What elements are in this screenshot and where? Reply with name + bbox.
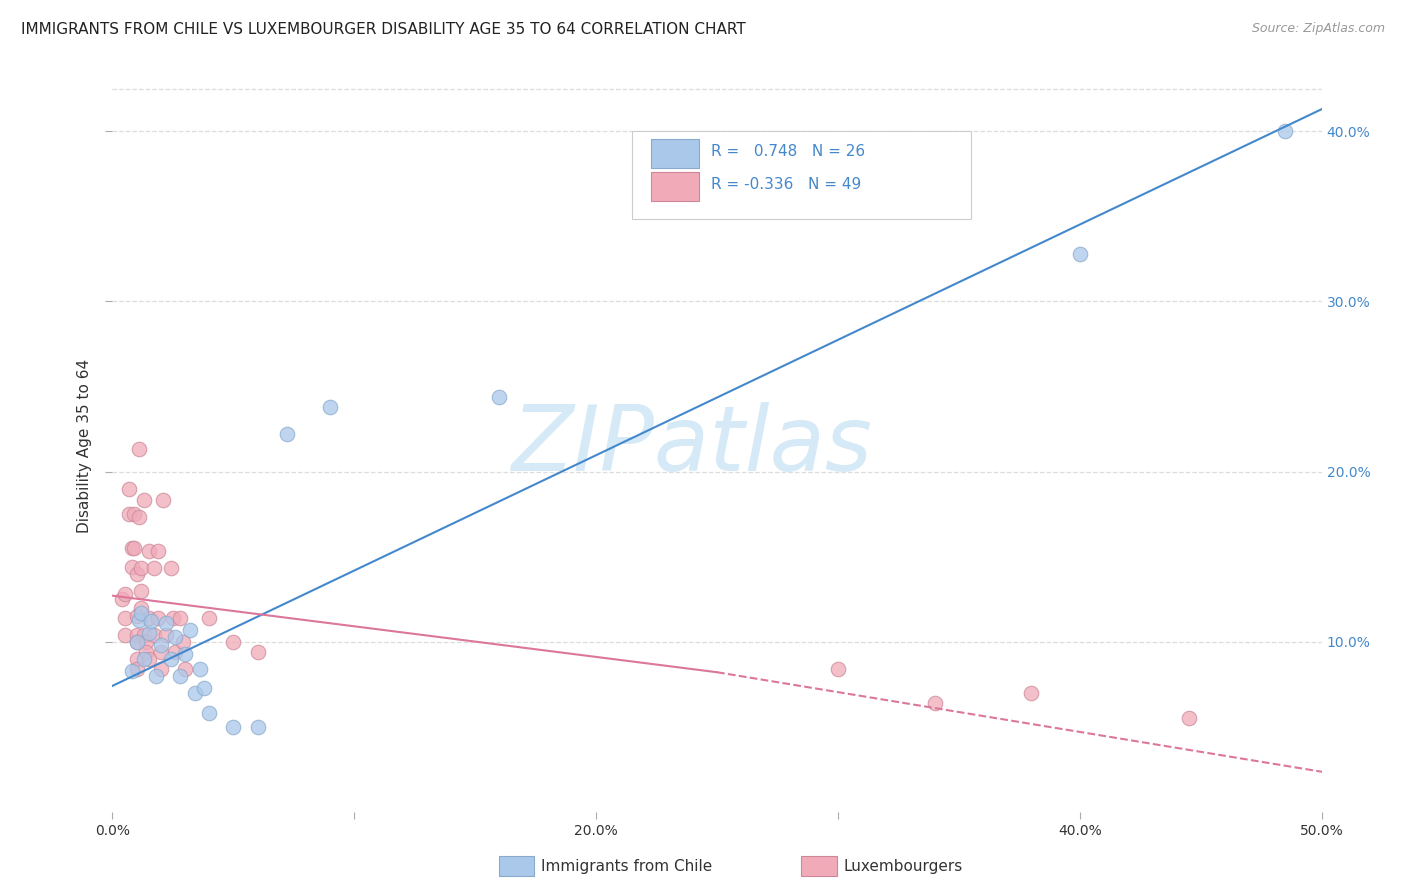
Text: R = -0.336   N = 49: R = -0.336 N = 49 [711, 178, 862, 193]
Point [142, 628, 165, 642]
Point [155, 628, 177, 642]
Text: IMMIGRANTS FROM CHILE VS LUXEMBOURGER DISABILITY AGE 35 TO 64 CORRELATION CHART: IMMIGRANTS FROM CHILE VS LUXEMBOURGER DI… [21, 22, 745, 37]
Point [131, 606, 153, 620]
Point [198, 706, 221, 720]
Point [131, 600, 153, 615]
FancyBboxPatch shape [651, 139, 699, 168]
Point [276, 427, 298, 442]
Point [159, 561, 181, 575]
Point [488, 390, 510, 404]
Point [131, 583, 153, 598]
Point [138, 651, 160, 665]
Point [162, 611, 184, 625]
Point [138, 544, 160, 558]
Point [132, 493, 155, 508]
Text: Source: ZipAtlas.com: Source: ZipAtlas.com [1251, 22, 1385, 36]
Point [193, 681, 215, 695]
Point [169, 668, 191, 682]
Point [141, 614, 163, 628]
Point [138, 626, 160, 640]
Y-axis label: Disability Age 35 to 64: Disability Age 35 to 64 [77, 359, 93, 533]
Point [111, 592, 134, 607]
Point [125, 634, 148, 648]
Point [172, 634, 194, 648]
Point [165, 630, 187, 644]
Point [152, 493, 174, 508]
Point [131, 561, 153, 575]
Point [114, 587, 136, 601]
Point [135, 645, 157, 659]
Point [1274, 124, 1296, 138]
Point [174, 647, 197, 661]
Point [128, 613, 150, 627]
Point [222, 634, 245, 648]
Point [132, 628, 155, 642]
Point [145, 668, 167, 682]
Point [132, 651, 155, 665]
Point [159, 651, 181, 665]
FancyBboxPatch shape [633, 131, 972, 219]
Point [125, 566, 148, 581]
Text: Luxembourgers: Luxembourgers [844, 859, 963, 873]
Text: R =   0.748   N = 26: R = 0.748 N = 26 [711, 145, 865, 160]
Text: ZIPatlas: ZIPatlas [512, 402, 873, 490]
Point [138, 611, 160, 625]
Point [169, 611, 191, 625]
FancyBboxPatch shape [651, 171, 699, 201]
Point [198, 611, 221, 625]
Point [125, 609, 148, 624]
Point [125, 634, 148, 648]
Point [128, 442, 150, 457]
Point [118, 482, 141, 496]
Point [114, 628, 136, 642]
Point [118, 507, 141, 521]
Point [174, 662, 197, 676]
Point [222, 720, 245, 734]
Point [1021, 686, 1043, 700]
Point [122, 507, 145, 521]
Point [149, 638, 172, 652]
Point [149, 645, 172, 659]
Point [1069, 247, 1091, 261]
Point [155, 615, 177, 630]
Point [125, 662, 148, 676]
Point [827, 662, 849, 676]
Point [924, 696, 946, 710]
Point [122, 541, 145, 555]
Text: Immigrants from Chile: Immigrants from Chile [541, 859, 713, 873]
Point [121, 559, 143, 574]
Point [121, 541, 143, 555]
Point [142, 561, 165, 575]
Point [148, 611, 170, 625]
Point [125, 628, 148, 642]
Point [128, 510, 150, 524]
Point [179, 623, 201, 637]
Point [183, 686, 205, 700]
Point [135, 634, 157, 648]
Point [148, 544, 170, 558]
Point [114, 611, 136, 625]
Point [121, 664, 143, 678]
Point [1177, 711, 1199, 725]
Point [165, 645, 187, 659]
Point [125, 651, 148, 665]
Point [246, 645, 269, 659]
Point [246, 720, 269, 734]
Point [149, 662, 172, 676]
Point [188, 662, 211, 676]
Point [319, 400, 342, 414]
